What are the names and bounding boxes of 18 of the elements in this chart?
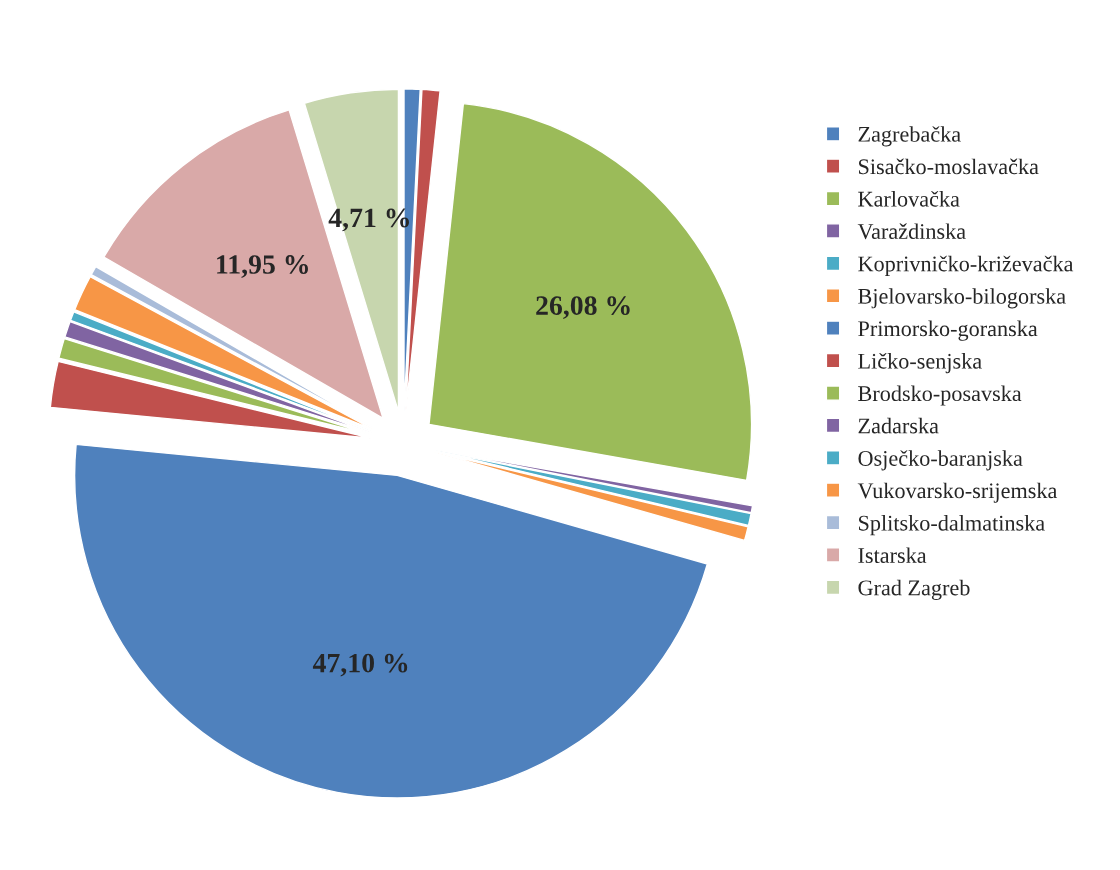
legend-label: Grad Zagreb <box>858 579 970 600</box>
data-label: 11,95 % <box>217 255 308 278</box>
legend-label: Zagrebačka <box>858 126 961 147</box>
legend-label: Ličko-senjska <box>858 353 982 374</box>
legend-label: Primorsko-goranska <box>858 320 1038 341</box>
legend-label: Sisačko-moslavačka <box>859 158 1039 175</box>
legend-label: Varaždinska <box>857 223 966 240</box>
data-label: 26,08 % <box>536 296 630 319</box>
data-label: 47,10 % <box>312 653 408 677</box>
legend-label: Zadarska <box>858 417 939 434</box>
legend-label: Brodsko-posavska <box>858 385 1022 406</box>
legend-label: Koprivničko-križevačka <box>858 255 1074 276</box>
legend-label: Vukovarsko-srijemska <box>857 482 1058 503</box>
legend-label: Bjelovarsko-bilogorska <box>858 288 1066 309</box>
legend-label: Istarska <box>858 547 927 564</box>
legend-label: Karlovačka <box>858 190 960 207</box>
legend-label: Splitsko-dalmatinska <box>859 515 1045 536</box>
legend-label: Osječko-baranjska <box>858 450 1023 471</box>
